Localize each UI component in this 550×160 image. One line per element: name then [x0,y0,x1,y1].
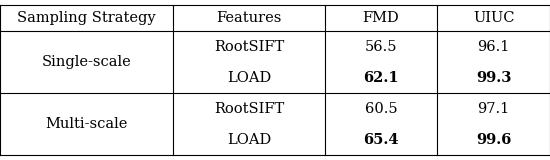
Text: 97.1: 97.1 [477,102,510,116]
Text: Features: Features [216,11,282,25]
Text: LOAD: LOAD [227,71,271,85]
Text: RootSIFT: RootSIFT [214,40,284,54]
Text: 99.3: 99.3 [476,71,512,85]
Text: 60.5: 60.5 [365,102,397,116]
Text: Single-scale: Single-scale [42,55,131,69]
Text: 96.1: 96.1 [477,40,510,54]
Text: Multi-scale: Multi-scale [46,117,128,131]
Text: LOAD: LOAD [227,133,271,147]
Text: 62.1: 62.1 [363,71,399,85]
Text: Sampling Strategy: Sampling Strategy [17,11,156,25]
Text: RootSIFT: RootSIFT [214,102,284,116]
Text: UIUC: UIUC [473,11,514,25]
Text: FMD: FMD [362,11,399,25]
Text: 56.5: 56.5 [365,40,397,54]
Text: 65.4: 65.4 [363,133,399,147]
Text: 99.6: 99.6 [476,133,512,147]
